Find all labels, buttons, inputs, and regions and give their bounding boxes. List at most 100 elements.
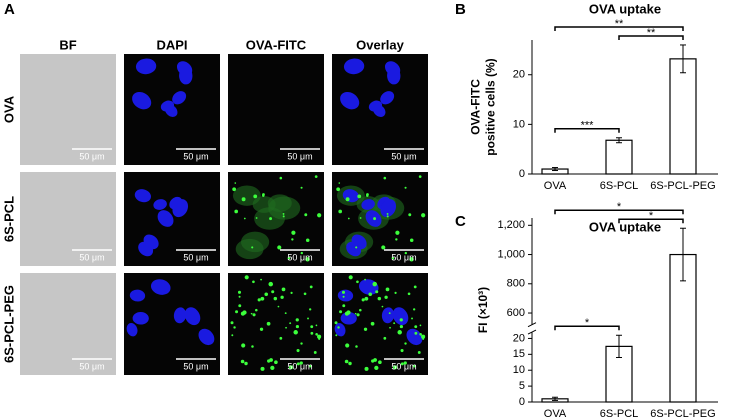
fitc-dot <box>309 285 313 289</box>
y-axis-label: positive cells (%) <box>484 58 498 155</box>
fitc-dot <box>230 321 234 325</box>
fitc-dot <box>310 331 314 335</box>
fitc-dot <box>238 295 241 298</box>
fitc-dot <box>383 336 387 340</box>
micrograph <box>20 54 116 165</box>
x-tick-label: OVA <box>544 180 567 192</box>
fitc-dot <box>299 361 303 365</box>
cytoplasm-stain <box>232 185 261 206</box>
fitc-dot <box>231 334 234 337</box>
nucleus <box>340 91 360 110</box>
fitc-dot <box>341 290 346 294</box>
fitc-dot <box>345 343 350 348</box>
fitc-dot <box>284 312 287 315</box>
fitc-dot <box>291 230 296 235</box>
fitc-dot <box>335 334 338 337</box>
micrograph <box>228 273 324 375</box>
fitc-dot <box>269 217 273 221</box>
fitc-dot <box>273 296 278 301</box>
significance-bracket <box>554 209 684 215</box>
axis-break <box>527 322 537 328</box>
fitc-dot <box>393 322 396 325</box>
fitc-dot <box>255 217 258 219</box>
nucleus <box>179 67 193 85</box>
fitc-dot <box>264 292 269 297</box>
micrograph <box>228 54 324 165</box>
significance-label: ** <box>615 18 624 30</box>
fitc-dot <box>318 337 321 340</box>
fitc-dot <box>281 287 286 292</box>
fitc-dot <box>268 281 274 287</box>
fitc-dot <box>242 310 247 315</box>
fitc-dot <box>267 359 271 363</box>
nucleus <box>143 234 159 250</box>
fitc-dot <box>291 238 294 241</box>
fitc-dot <box>412 364 416 368</box>
significance-bracket <box>554 26 684 31</box>
fitc-dot <box>235 310 239 314</box>
fitc-dot <box>346 310 351 315</box>
y-tick-label: 10 <box>513 364 525 376</box>
nucleus <box>132 91 152 110</box>
fitc-dot <box>364 366 369 371</box>
fitc-dot <box>313 351 317 354</box>
scale-bar-label: 50 μm <box>183 361 208 371</box>
fitc-dot <box>372 281 378 287</box>
significance-label: * <box>649 210 654 222</box>
fitc-dot <box>274 360 278 365</box>
nucleus <box>340 312 357 325</box>
fitc-dot <box>243 217 246 220</box>
bar <box>669 58 697 175</box>
y-tick-label: 800 <box>507 278 525 290</box>
fitc-dot <box>260 296 265 301</box>
fitc-dot <box>253 194 258 199</box>
scale-bar-label: 50 μm <box>79 151 104 161</box>
fitc-dot <box>378 360 382 365</box>
y-tick-label: 10 <box>513 118 525 130</box>
fitc-dot <box>280 295 284 299</box>
nucleus <box>337 289 354 302</box>
fitc-dot <box>388 312 391 315</box>
fitc-dot <box>290 291 293 294</box>
fitc-dot <box>257 298 261 302</box>
nucleus <box>150 279 171 295</box>
significance-bracket <box>554 325 620 331</box>
fitc-dot <box>371 359 375 363</box>
fitc-dot <box>356 313 360 317</box>
fitc-dot <box>384 295 388 299</box>
y-tick-label: 1,000 <box>497 248 525 260</box>
fitc-dot <box>336 187 341 192</box>
x-tick-label: 6S-PCL <box>600 180 639 192</box>
fitc-dot <box>252 313 256 317</box>
fitc-dot <box>414 325 418 329</box>
chart-title: OVA uptake <box>589 219 661 234</box>
fitc-dot <box>240 359 245 364</box>
fitc-dot <box>233 326 236 329</box>
row-label: OVA <box>1 95 16 123</box>
fitc-dot <box>417 351 421 354</box>
significance-bracket <box>554 128 620 133</box>
nucleus <box>157 210 174 227</box>
fitc-dot <box>270 365 275 371</box>
fitc-dot <box>338 182 341 184</box>
fitc-dot <box>421 213 426 218</box>
fitc-dot <box>315 324 318 327</box>
fitc-dot <box>271 290 275 294</box>
fitc-dot <box>385 287 390 292</box>
fitc-dot <box>386 215 389 218</box>
x-tick-label: 6S-PCL-PEG <box>650 180 715 192</box>
fitc-dot <box>411 317 413 320</box>
fitc-dot <box>314 175 318 178</box>
fitc-dot <box>366 194 369 198</box>
nucleus <box>343 58 365 75</box>
scale-bar-label: 50 μm <box>391 361 416 371</box>
scale-bar-label: 50 μm <box>287 361 312 371</box>
nucleus <box>392 307 409 326</box>
fitc-dot <box>279 176 283 180</box>
fitc-dot <box>342 295 345 298</box>
fitc-dot <box>304 213 308 217</box>
scale-bar-label: 50 μm <box>391 151 416 161</box>
panel-label: A <box>4 1 15 18</box>
fitc-dot <box>413 285 417 289</box>
